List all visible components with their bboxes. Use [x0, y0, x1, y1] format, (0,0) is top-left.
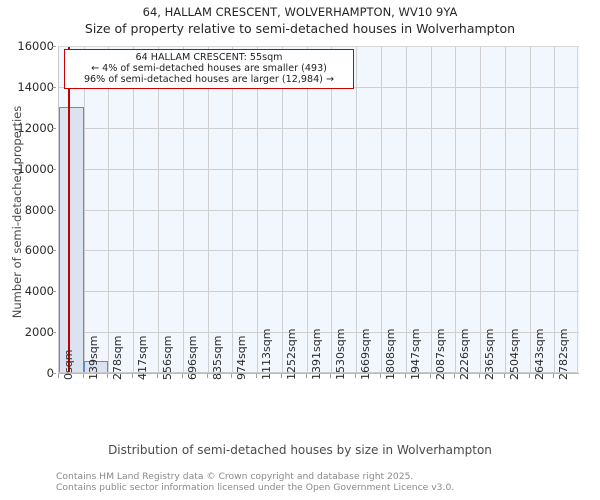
- x-axis-tick-label: 1530sqm: [334, 328, 348, 380]
- x-axis-tick-label: 2087sqm: [433, 328, 447, 380]
- y-axis-tick-mark: [52, 291, 56, 293]
- y-axis-tick-label: 16000: [17, 39, 54, 53]
- x-axis-tick-label: 2643sqm: [532, 328, 546, 380]
- grid-line-horizontal: [59, 291, 579, 293]
- x-axis-tick-mark: [156, 374, 158, 378]
- x-axis-tick-mark: [82, 374, 84, 378]
- x-axis-tick-label: 1113sqm: [260, 328, 274, 380]
- y-axis-tick-label: 6000: [24, 243, 54, 258]
- x-axis-tick-label: 2365sqm: [483, 328, 497, 380]
- page-title: 64, HALLAM CRESCENT, WOLVERHAMPTON, WV10…: [142, 5, 458, 19]
- x-axis-tick-label: 2504sqm: [507, 328, 521, 380]
- attribution-footer: Contains HM Land Registry data © Crown c…: [56, 471, 596, 493]
- grid-line-horizontal: [59, 209, 579, 211]
- x-axis-title: Distribution of semi-detached houses by …: [108, 443, 492, 457]
- x-axis-tick-mark: [528, 374, 530, 378]
- property-annotation-box: 64 HALLAM CRESCENT: 55sqm ← 4% of semi-d…: [64, 49, 354, 89]
- x-axis-tick-mark: [107, 374, 109, 378]
- x-axis-tick-label: 2782sqm: [557, 328, 571, 380]
- y-axis-tick-label: 14000: [17, 79, 54, 94]
- x-axis-tick-label: 417sqm: [136, 335, 150, 380]
- y-axis-tick-mark: [52, 46, 56, 47]
- x-axis-tick-mark: [355, 374, 357, 378]
- x-axis-tick-label: 974sqm: [235, 335, 249, 380]
- x-axis-tick-label: 696sqm: [185, 335, 199, 380]
- x-axis-tick-mark: [454, 374, 456, 378]
- x-axis-tick-mark: [256, 374, 258, 378]
- x-axis-tick-mark: [429, 374, 431, 378]
- y-axis-tick-mark: [52, 209, 56, 211]
- x-axis-tick-label: 2226sqm: [458, 328, 472, 380]
- x-axis-tick-label: 556sqm: [160, 335, 174, 380]
- y-axis-tick-mark: [52, 373, 56, 374]
- annotation-line-1: 64 HALLAM CRESCENT: 55sqm: [135, 52, 283, 63]
- y-axis-tick-mark: [52, 127, 56, 129]
- x-axis-tick-mark: [379, 374, 381, 378]
- x-axis-tick-label: 835sqm: [210, 335, 224, 380]
- x-axis-tick-mark: [479, 374, 481, 378]
- footer-line-2: Contains public sector information licen…: [56, 481, 455, 493]
- x-axis-tick-mark: [231, 374, 233, 378]
- x-axis-tick-label: 139sqm: [86, 335, 100, 380]
- footer-line-1: Contains HM Land Registry data © Crown c…: [56, 471, 414, 482]
- x-axis-tick-label: 1808sqm: [383, 328, 397, 380]
- x-axis-tick-label: 278sqm: [111, 335, 125, 380]
- grid-line-horizontal: [59, 168, 579, 170]
- y-axis-tick-mark: [52, 86, 56, 88]
- x-axis-tick-mark: [181, 374, 183, 378]
- annotation-line-3: 96% of semi-detached houses are larger (…: [83, 74, 335, 85]
- y-axis-tick-label: 2000: [24, 325, 54, 340]
- y-axis-tick-label: 8000: [24, 202, 54, 217]
- x-axis-tick-mark: [206, 374, 208, 378]
- x-axis-tick-label: 1391sqm: [309, 328, 323, 380]
- y-axis-tick-mark: [52, 168, 56, 170]
- plot-area: [58, 46, 579, 374]
- chart-subtitle: Size of property relative to semi-detach…: [84, 21, 516, 36]
- y-axis-title: Number of semi-detached properties: [10, 105, 24, 319]
- x-axis-tick-label: 0sqm: [62, 349, 75, 380]
- x-axis-tick-mark: [503, 374, 505, 378]
- y-axis-tick-mark: [52, 332, 56, 334]
- y-axis-tick-label: 12000: [17, 120, 54, 135]
- x-axis-tick-mark: [58, 374, 59, 378]
- grid-line-horizontal: [59, 250, 579, 252]
- x-axis-tick-mark: [280, 374, 282, 378]
- chart-title-block: 64, HALLAM CRESCENT, WOLVERHAMPTON, WV10…: [0, 0, 600, 38]
- x-axis-tick-label: 1252sqm: [284, 328, 298, 380]
- y-axis-labels: 0 2000 4000 6000 8000 10000 12000 14000 16000: [0, 0, 56, 500]
- annotation-line-2: ← 4% of semi-detached houses are smaller…: [91, 63, 327, 74]
- y-axis-tick-label: 4000: [24, 284, 54, 299]
- histogram-bar: [59, 107, 84, 373]
- x-axis-tick-mark: [553, 374, 555, 378]
- x-axis-tick-mark: [305, 374, 307, 378]
- grid-line-horizontal: [59, 332, 579, 334]
- x-axis-tick-mark: [132, 374, 134, 378]
- y-axis-tick-label: 0: [46, 366, 54, 380]
- property-marker-line: [67, 46, 70, 373]
- bar-series: [59, 46, 579, 373]
- grid-line-horizontal: [59, 127, 579, 129]
- y-axis-tick-mark: [52, 250, 56, 252]
- x-axis-tick-mark: [330, 374, 332, 378]
- y-axis-tick-label: 10000: [17, 161, 54, 176]
- x-axis-tick-label: 1669sqm: [359, 328, 373, 380]
- x-axis-tick-label: 1947sqm: [408, 328, 422, 380]
- x-axis-tick-mark: [404, 374, 406, 378]
